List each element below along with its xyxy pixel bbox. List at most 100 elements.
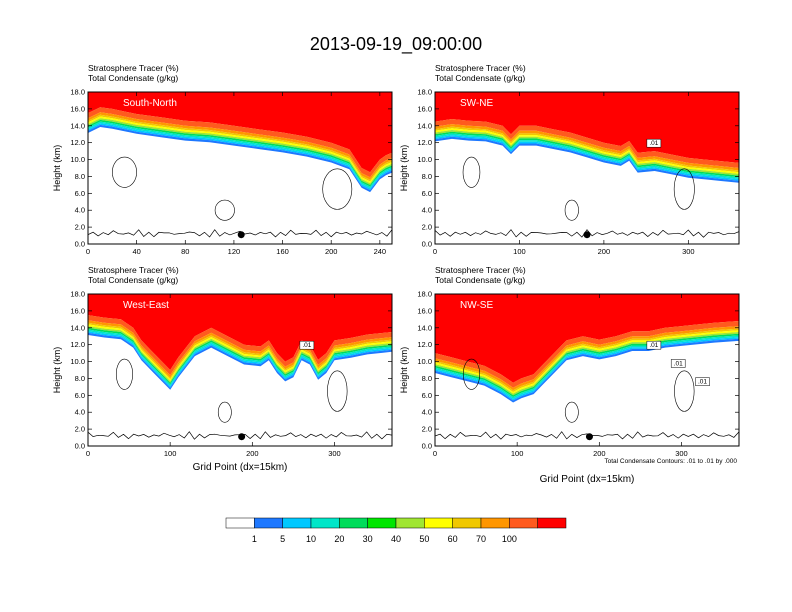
y-tick-label: 14.0 <box>70 121 85 130</box>
colorbar-swatch <box>282 517 312 529</box>
y-tick-label: 10.0 <box>70 155 85 164</box>
tracer-field <box>435 294 739 440</box>
y-tick-label: 4.0 <box>75 408 85 417</box>
condensate-contour <box>327 370 348 412</box>
tracer-region-100 <box>88 294 392 370</box>
y-tick-label: 6.0 <box>422 391 432 400</box>
location-marker <box>238 433 246 441</box>
panel-title-line: Total Condensate (g/kg) <box>435 73 525 83</box>
tracer-band-8 <box>435 136 739 183</box>
plot-frame <box>87 293 393 447</box>
tracer-band-1 <box>435 124 739 171</box>
tracer-band-0 <box>435 321 739 388</box>
y-tick-label: 0.0 <box>422 442 432 451</box>
tracer-band-0 <box>88 315 392 376</box>
y-tick-label: 16.0 <box>70 306 85 315</box>
y-tick-label: 18.0 <box>70 88 85 97</box>
condensate-contour <box>214 199 235 221</box>
panel-name: SW-NE <box>460 98 493 109</box>
colorbar-label: 10 <box>306 534 316 544</box>
panel-south-north: South-North Stratosphere Tracer (%)Total … <box>52 63 393 256</box>
tracer-region-100 <box>435 92 739 163</box>
y-tick-label: 4.0 <box>422 408 432 417</box>
contour-label: .01 <box>649 140 658 147</box>
y-tick-label: 2.0 <box>422 223 432 232</box>
tracer-band-2 <box>435 126 739 173</box>
terrain-contour <box>435 431 739 440</box>
x-tick-label: 100 <box>164 449 177 458</box>
tracer-field <box>88 294 392 440</box>
colorbar-label: 5 <box>280 534 285 544</box>
y-tick-label: 0.0 <box>422 240 432 249</box>
y-tick-label: 18.0 <box>417 290 432 299</box>
contour-label: .01 <box>649 342 658 349</box>
tracer-band-1 <box>88 320 392 378</box>
plot-frame <box>434 91 740 245</box>
y-tick-label: 16.0 <box>70 104 85 113</box>
x-axis-label: Grid Point (dx=15km) <box>540 474 635 485</box>
tracer-band-2 <box>88 322 392 380</box>
contour-label: .01 <box>698 379 707 386</box>
condensate-contour <box>462 358 480 390</box>
y-tick-label: 2.0 <box>422 425 432 434</box>
colorbar-swatch <box>225 517 255 529</box>
tracer-band-8 <box>88 332 392 390</box>
y-axis-label: Height (km) <box>52 347 62 394</box>
x-tick-label: 240 <box>374 247 387 256</box>
panel-sw-ne: .01 SW-NE Stratosphere Tracer (%)Total Con… <box>399 63 740 256</box>
colorbar-swatch <box>452 517 482 529</box>
colorbar: 1 5 10 20 30 40 50 60 70 100 <box>225 517 567 544</box>
y-tick-label: 6.0 <box>75 391 85 400</box>
y-tick-label: 16.0 <box>417 306 432 315</box>
panel-title-line: Total Condensate (g/kg) <box>88 73 178 83</box>
x-axis-label: Grid Point (dx=15km) <box>193 462 288 473</box>
tracer-band-5 <box>88 327 392 385</box>
y-tick-label: 4.0 <box>75 206 85 215</box>
panel-title-line: Stratosphere Tracer (%) <box>435 265 526 275</box>
y-tick-label: 0.0 <box>75 240 85 249</box>
y-tick-label: 2.0 <box>75 223 85 232</box>
location-marker <box>237 231 245 239</box>
colorbar-swatch <box>310 517 340 529</box>
panel-title-line: Stratosphere Tracer (%) <box>435 63 526 73</box>
y-tick-label: 16.0 <box>417 104 432 113</box>
colorbar-swatch <box>424 517 453 529</box>
contour-label-box <box>670 359 686 368</box>
y-tick-label: 2.0 <box>75 425 85 434</box>
x-tick-label: 120 <box>228 247 241 256</box>
y-tick-label: 14.0 <box>417 121 432 130</box>
y-tick-label: 10.0 <box>417 155 432 164</box>
panel-name: West-East <box>123 300 169 311</box>
tracer-band-3 <box>88 324 392 381</box>
y-tick-label: 14.0 <box>417 323 432 332</box>
tracer-band-6 <box>435 133 739 179</box>
condensate-contour <box>564 401 579 423</box>
condensate-contour <box>112 156 137 188</box>
tracer-band-4 <box>88 326 392 383</box>
panel-west-east: .01 West-East Stratosphere Tracer (%)Total… <box>52 265 393 473</box>
tracer-band-5 <box>435 131 739 178</box>
condensate-contour <box>217 401 232 423</box>
y-axis-label: Height (km) <box>399 347 409 394</box>
y-tick-label: 10.0 <box>417 357 432 366</box>
tracer-band-6 <box>88 329 392 386</box>
x-tick-label: 200 <box>598 247 611 256</box>
panel-name: NW-SE <box>460 300 493 311</box>
y-tick-label: 8.0 <box>75 374 85 383</box>
y-tick-label: 8.0 <box>75 172 85 181</box>
tracer-field <box>88 92 392 238</box>
contour-label: .01 <box>674 360 683 367</box>
condensate-contour <box>673 168 695 210</box>
y-tick-label: 12.0 <box>70 340 85 349</box>
contour-label-box <box>646 138 662 148</box>
contour-note: Total Condensate Contours: .01 to .01 by… <box>604 458 737 465</box>
colorbar-label: 30 <box>363 534 373 544</box>
x-tick-label: 300 <box>328 449 341 458</box>
y-tick-label: 6.0 <box>422 189 432 198</box>
x-tick-label: 80 <box>181 247 189 256</box>
colorbar-label: 50 <box>419 534 429 544</box>
x-tick-label: 0 <box>433 449 437 458</box>
condensate-contour <box>564 199 579 221</box>
tracer-region-100 <box>435 294 739 383</box>
